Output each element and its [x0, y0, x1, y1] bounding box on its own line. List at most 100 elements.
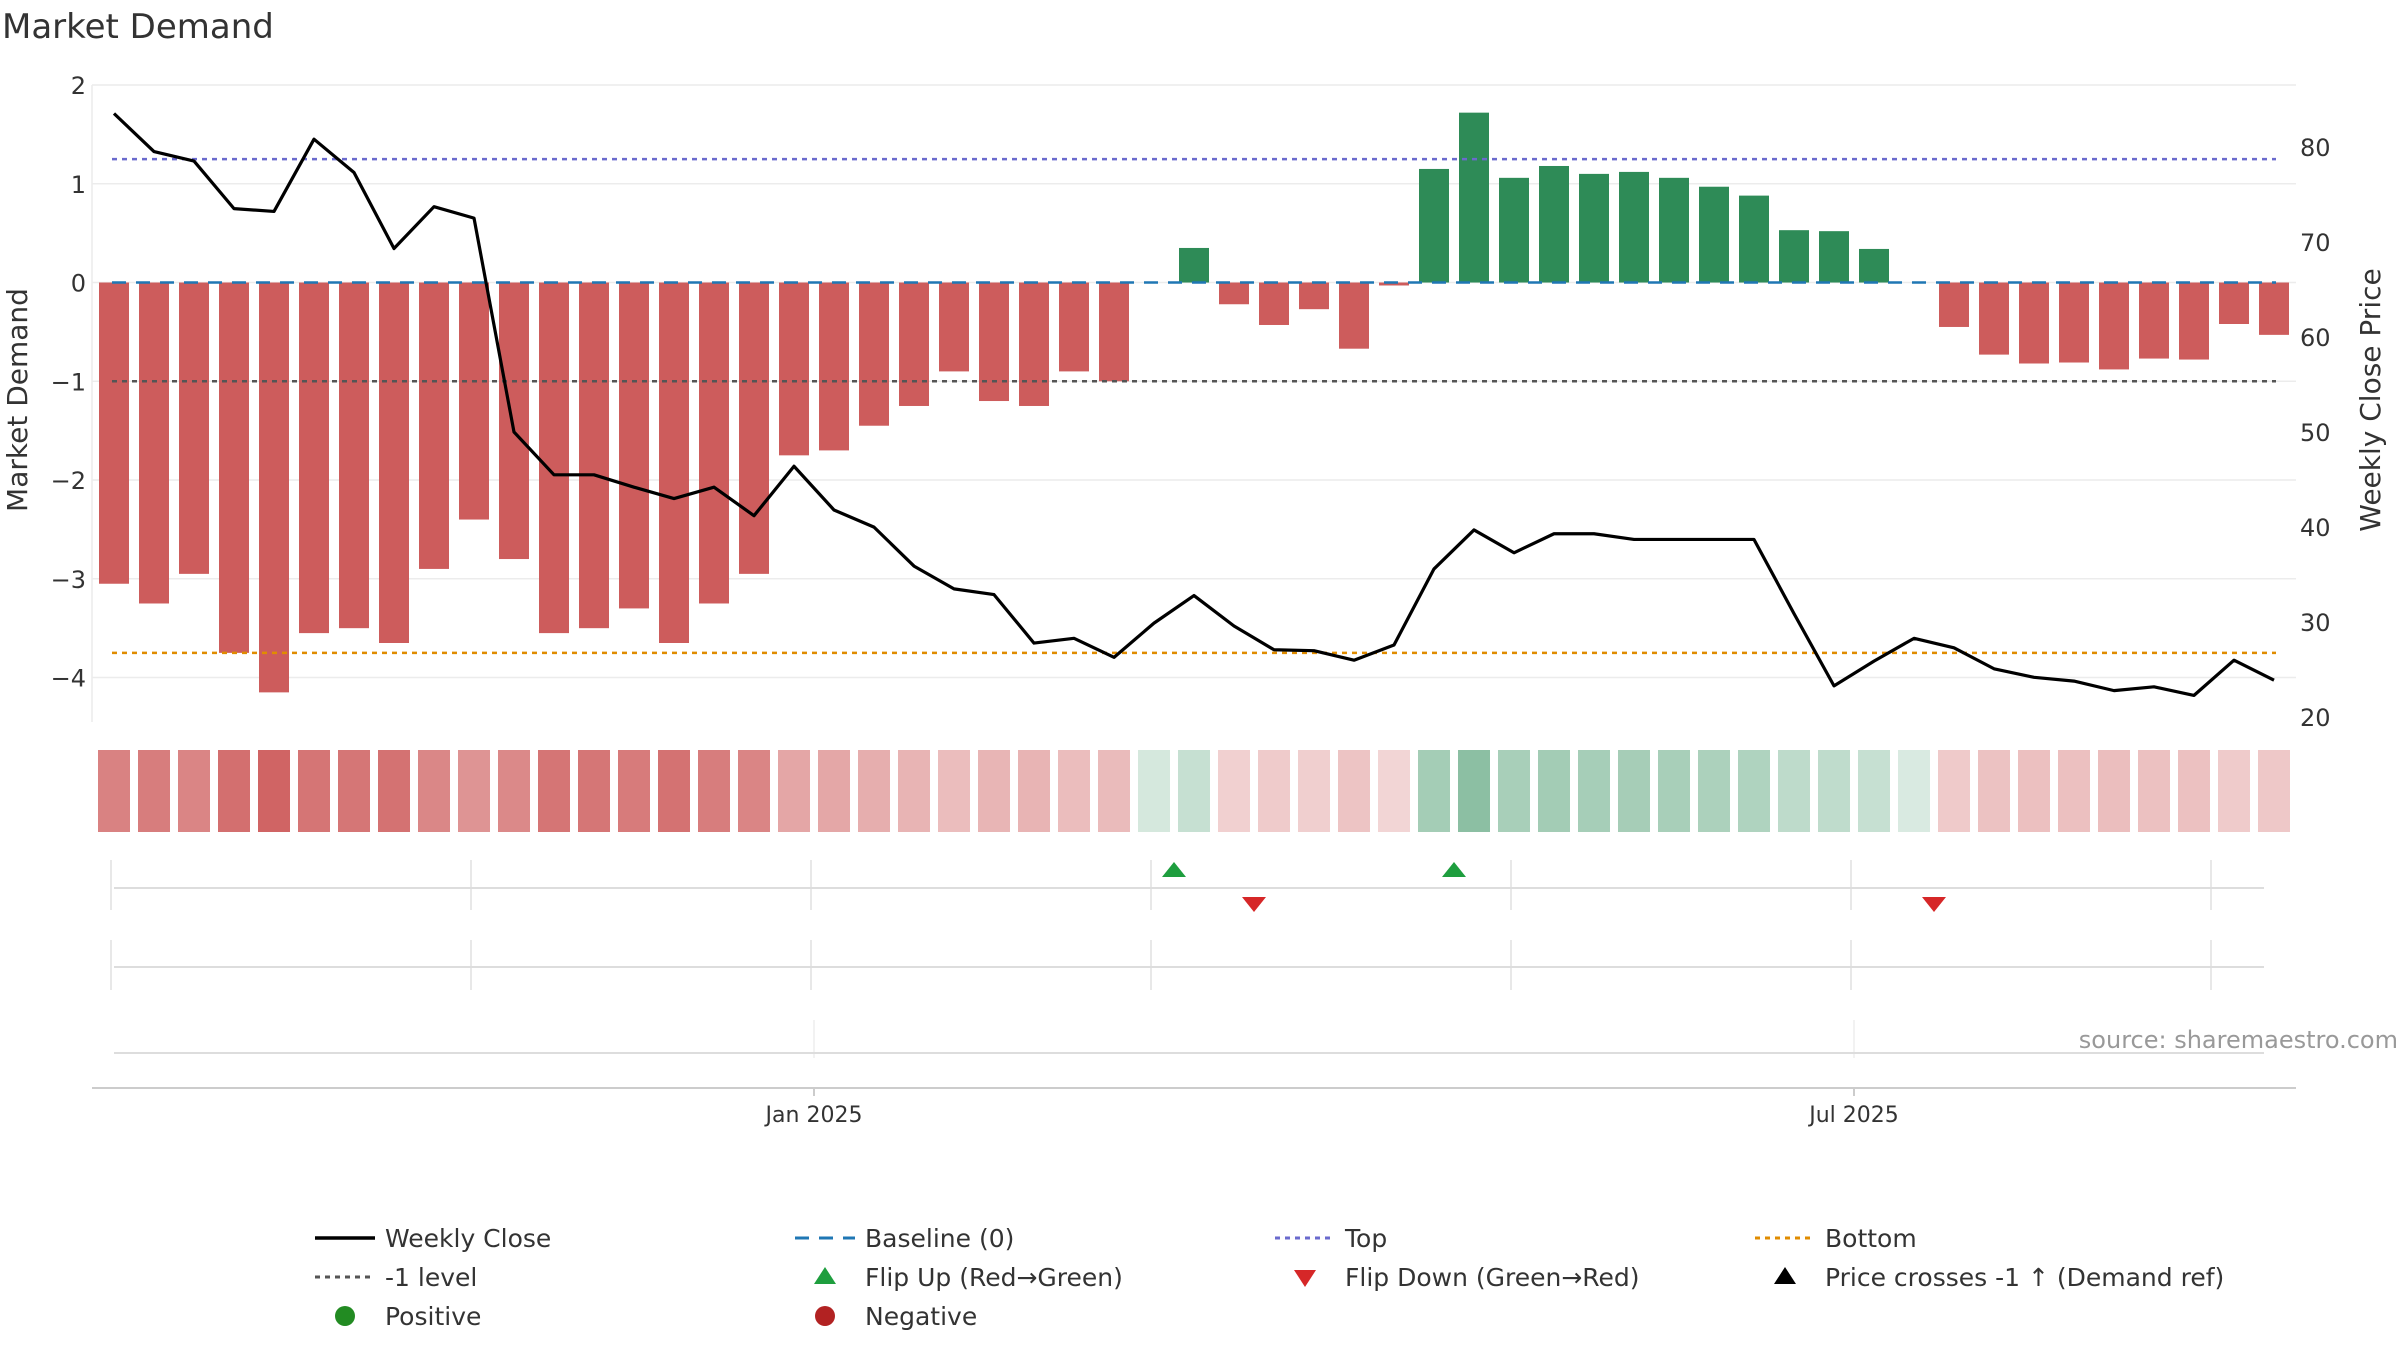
heat-cell: [2058, 750, 2090, 832]
demand-bar: [579, 282, 609, 629]
heat-cell: [1378, 750, 1410, 832]
right-tick-label: 50: [2300, 419, 2331, 447]
chart-title: Market Demand: [2, 7, 274, 47]
demand-heat-strip: [98, 750, 2290, 832]
heat-cell: [578, 750, 610, 832]
weekly-close-series: [112, 112, 2275, 697]
legend-item: Negative: [815, 1302, 977, 1331]
demand-bar: [499, 282, 529, 560]
demand-bar: [419, 282, 449, 569]
flip-down-marker: [1922, 897, 1946, 912]
legend-label: Price crosses -1 ↑ (Demand ref): [1825, 1263, 2224, 1292]
demand-bar: [1779, 230, 1809, 283]
heat-cell: [338, 750, 370, 832]
demand-bar: [2099, 282, 2129, 370]
left-tick-label: 1: [71, 171, 86, 199]
heat-cell: [858, 750, 890, 832]
left-axis-ticks: 2 1 0 −1 −2 −3 −4: [51, 72, 86, 693]
demand-bar: [2019, 282, 2049, 364]
demand-bar: [1179, 247, 1209, 283]
demand-bar: [939, 282, 969, 372]
legend-item: -1 level: [315, 1263, 477, 1292]
left-tick-label: 0: [71, 270, 86, 298]
heat-cell: [978, 750, 1010, 832]
heat-cell: [618, 750, 650, 832]
legend-item: Top: [1275, 1224, 1387, 1253]
heat-cell: [1418, 750, 1450, 832]
right-tick-label: 60: [2300, 324, 2331, 352]
demand-bar: [1819, 231, 1849, 283]
heat-cell: [178, 750, 210, 832]
heat-cell: [538, 750, 570, 832]
legend-swatch: [1774, 1267, 1796, 1284]
heat-cell: [1098, 750, 1130, 832]
left-tick-label: −2: [51, 467, 86, 495]
legend-swatch: [1294, 1270, 1316, 1287]
legend-label: Negative: [865, 1302, 977, 1331]
legend-item: Flip Down (Green→Red): [1294, 1263, 1640, 1292]
heat-cell: [1858, 750, 1890, 832]
legend-label: Flip Down (Green→Red): [1345, 1263, 1640, 1292]
heat-cell: [2178, 750, 2210, 832]
demand-bar: [1739, 195, 1769, 283]
demand-bar: [1339, 282, 1369, 349]
legend-item: Weekly Close: [315, 1224, 551, 1253]
right-tick-label: 20: [2300, 704, 2331, 732]
demand-bar: [1499, 177, 1529, 283]
left-tick-label: 2: [71, 72, 86, 100]
demand-bar: [1299, 282, 1329, 310]
heat-cell: [1738, 750, 1770, 832]
heat-cell: [2018, 750, 2050, 832]
heat-cell: [818, 750, 850, 832]
heat-cell: [898, 750, 930, 832]
flip-markers-panel: [110, 860, 2264, 1058]
demand-bar: [2179, 282, 2209, 360]
demand-bar: [179, 282, 209, 574]
heat-cell: [138, 750, 170, 832]
demand-bar: [539, 282, 569, 634]
demand-bar: [1019, 282, 1049, 406]
heat-cell: [1698, 750, 1730, 832]
heat-cell: [218, 750, 250, 832]
heat-cell: [1658, 750, 1690, 832]
heat-cell: [378, 750, 410, 832]
demand-bar: [619, 282, 649, 609]
demand-bar: [1059, 282, 1089, 372]
legend-label: Top: [1344, 1224, 1387, 1253]
heat-cell: [1458, 750, 1490, 832]
demand-bar: [2139, 282, 2169, 359]
demand-bar: [1699, 186, 1729, 283]
demand-bar: [899, 282, 929, 406]
heat-cell: [1298, 750, 1330, 832]
demand-bar: [379, 282, 409, 643]
heat-cell: [1338, 750, 1370, 832]
heat-cell: [1138, 750, 1170, 832]
heat-cell: [2258, 750, 2290, 832]
heat-cell: [1018, 750, 1050, 832]
demand-bar: [2259, 282, 2289, 335]
source-label: source: sharemaestro.com: [2079, 1026, 2398, 1054]
heat-cell: [458, 750, 490, 832]
legend-item: Positive: [335, 1302, 481, 1331]
legend-item: Flip Up (Red→Green): [814, 1263, 1123, 1292]
heat-cell: [938, 750, 970, 832]
heat-cell: [1058, 750, 1090, 832]
demand-bar: [139, 282, 169, 604]
heat-cell: [1538, 750, 1570, 832]
demand-bar: [1659, 177, 1689, 283]
demand-bar: [259, 282, 289, 693]
left-tick-label: −3: [51, 566, 86, 594]
legend-label: Flip Up (Red→Green): [865, 1263, 1123, 1292]
legend-label: -1 level: [385, 1263, 477, 1292]
left-tick-label: −1: [51, 368, 86, 396]
right-axis-label: Weekly Close Price: [2354, 268, 2387, 531]
heat-cell: [498, 750, 530, 832]
heat-cell: [778, 750, 810, 832]
legend-label: Positive: [385, 1302, 481, 1331]
heat-cell: [1938, 750, 1970, 832]
heat-cell: [1618, 750, 1650, 832]
legend-swatch: [814, 1267, 836, 1284]
heat-cell: [698, 750, 730, 832]
heat-cell: [2218, 750, 2250, 832]
